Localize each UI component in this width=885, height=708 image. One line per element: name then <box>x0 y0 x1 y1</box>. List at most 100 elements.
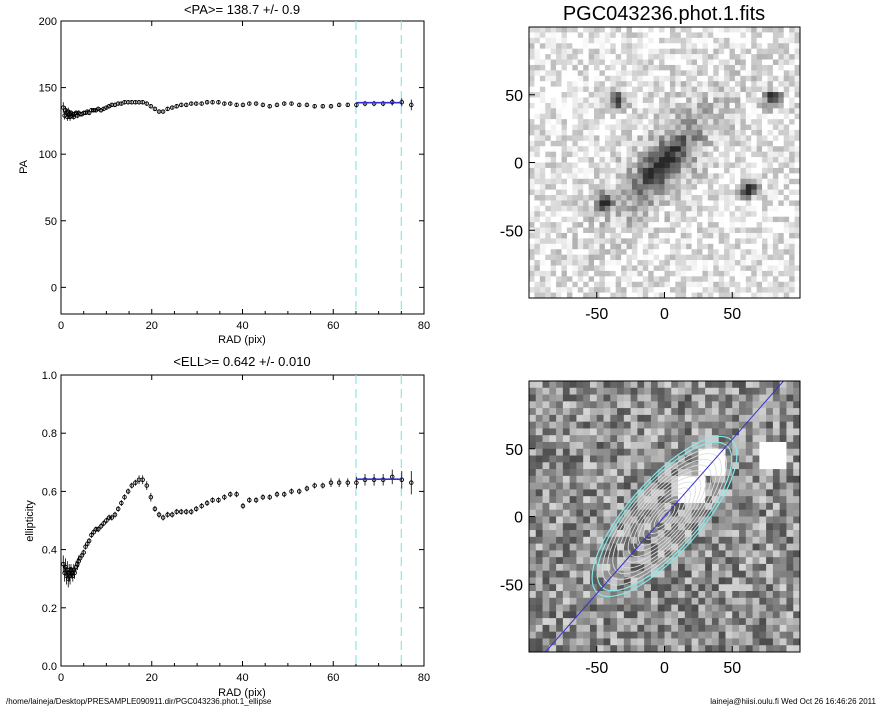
data-point <box>289 101 294 106</box>
pixel <box>539 238 546 245</box>
pixel <box>675 184 682 190</box>
pixel <box>702 97 709 104</box>
pixel <box>583 570 591 578</box>
pixel <box>734 167 741 174</box>
pixel <box>631 243 638 250</box>
pixel <box>698 462 706 470</box>
pixel <box>648 119 655 125</box>
pixel <box>751 75 758 82</box>
pixel <box>756 32 763 39</box>
pixel <box>642 81 649 88</box>
pixel <box>596 455 604 463</box>
pixel <box>745 631 753 639</box>
pixel <box>594 43 600 50</box>
pixel <box>718 173 725 180</box>
point-marker <box>240 503 246 509</box>
pixel <box>756 287 763 293</box>
pixel <box>659 243 665 250</box>
pixel <box>599 205 606 212</box>
pixel <box>778 189 785 196</box>
pixel <box>684 441 693 450</box>
pixel <box>752 543 760 551</box>
pixel <box>772 151 779 158</box>
pixel <box>691 75 698 82</box>
pixel <box>762 189 768 196</box>
pixel <box>550 151 557 158</box>
pixel <box>572 129 579 136</box>
pixel <box>739 401 747 409</box>
pixel <box>653 129 660 136</box>
pixel <box>529 489 537 497</box>
pixel <box>615 92 622 98</box>
pixel <box>783 119 790 125</box>
pixel <box>697 232 703 239</box>
pixel <box>550 135 557 142</box>
pixel <box>789 184 795 190</box>
pixel <box>637 631 645 639</box>
data-point <box>178 508 184 515</box>
pixel <box>707 184 714 190</box>
pixel <box>599 162 606 169</box>
pixel <box>711 408 720 416</box>
pixel <box>534 162 541 169</box>
pixel <box>572 59 579 66</box>
pixel <box>724 238 730 245</box>
pixel <box>535 604 543 612</box>
pixel <box>734 113 741 120</box>
pixel <box>556 129 562 136</box>
pixel <box>572 178 579 185</box>
pixel <box>698 482 706 490</box>
pixel <box>713 75 720 82</box>
pixel <box>603 604 611 612</box>
pixel <box>713 59 720 66</box>
point-marker <box>160 109 166 114</box>
pixel <box>724 135 730 142</box>
pixel <box>786 448 794 456</box>
pixel <box>589 462 598 470</box>
pixel <box>615 102 622 109</box>
pixel <box>583 509 591 517</box>
pixel <box>752 496 760 504</box>
pixel <box>732 611 740 619</box>
pixel <box>610 37 617 44</box>
pixel <box>588 222 595 228</box>
pixel <box>542 435 550 443</box>
pixel <box>599 64 606 71</box>
pixel <box>734 254 741 261</box>
pixel <box>545 102 552 109</box>
pixel <box>550 59 557 66</box>
pixel <box>729 108 736 115</box>
pixel <box>588 129 595 136</box>
pixel <box>610 216 617 223</box>
pixel <box>599 151 606 158</box>
pixel <box>772 381 781 389</box>
pixel <box>739 638 747 646</box>
pixel <box>529 243 535 250</box>
pixel <box>762 270 768 277</box>
pixel <box>734 59 741 66</box>
pixel <box>577 178 584 185</box>
pixel <box>566 102 573 109</box>
pixel <box>603 624 611 633</box>
pixel <box>740 205 747 212</box>
pixel <box>534 292 541 299</box>
pixel <box>684 502 693 511</box>
pixel <box>691 70 698 77</box>
pixel <box>623 455 632 463</box>
pixel <box>659 216 665 223</box>
pixel <box>786 543 794 551</box>
pixel <box>789 59 795 66</box>
pixel <box>603 645 611 653</box>
pixel <box>572 108 579 115</box>
pixel <box>610 124 617 131</box>
pixel <box>569 455 577 463</box>
data-point <box>312 103 317 109</box>
pixel <box>745 577 753 585</box>
pixel <box>740 146 747 153</box>
pixel <box>589 624 598 633</box>
pixel <box>631 238 638 245</box>
pixel <box>669 184 676 190</box>
pixel <box>596 421 604 429</box>
data-point <box>61 555 66 573</box>
pixel <box>556 401 564 409</box>
